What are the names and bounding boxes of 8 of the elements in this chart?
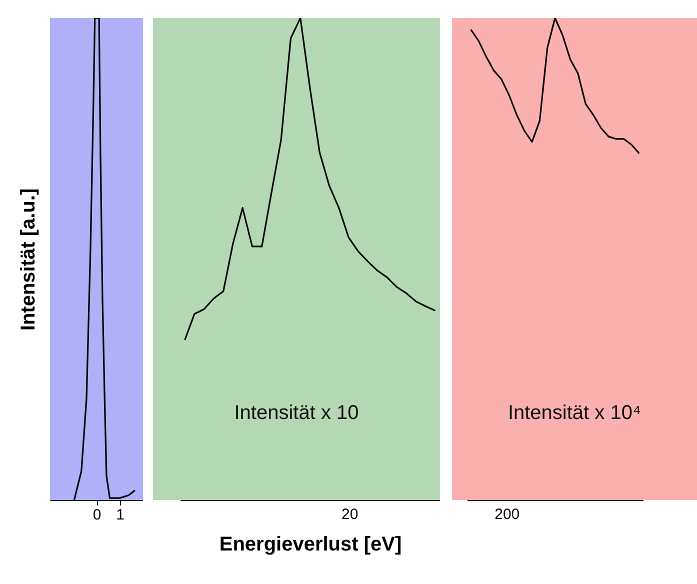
text: 200 [494, 506, 520, 523]
annotation: Intensität x 10 [234, 402, 359, 424]
x-tick-label: 1 [116, 506, 124, 524]
text: 20 [342, 506, 358, 523]
annotation: Intensität x 10⁴ [508, 402, 642, 424]
x-tick-label: 0 [92, 506, 102, 524]
y-axis-title: Intensität [a.u.] [18, 188, 40, 331]
x-axis-title: Energieverlust [eV] [219, 534, 402, 556]
